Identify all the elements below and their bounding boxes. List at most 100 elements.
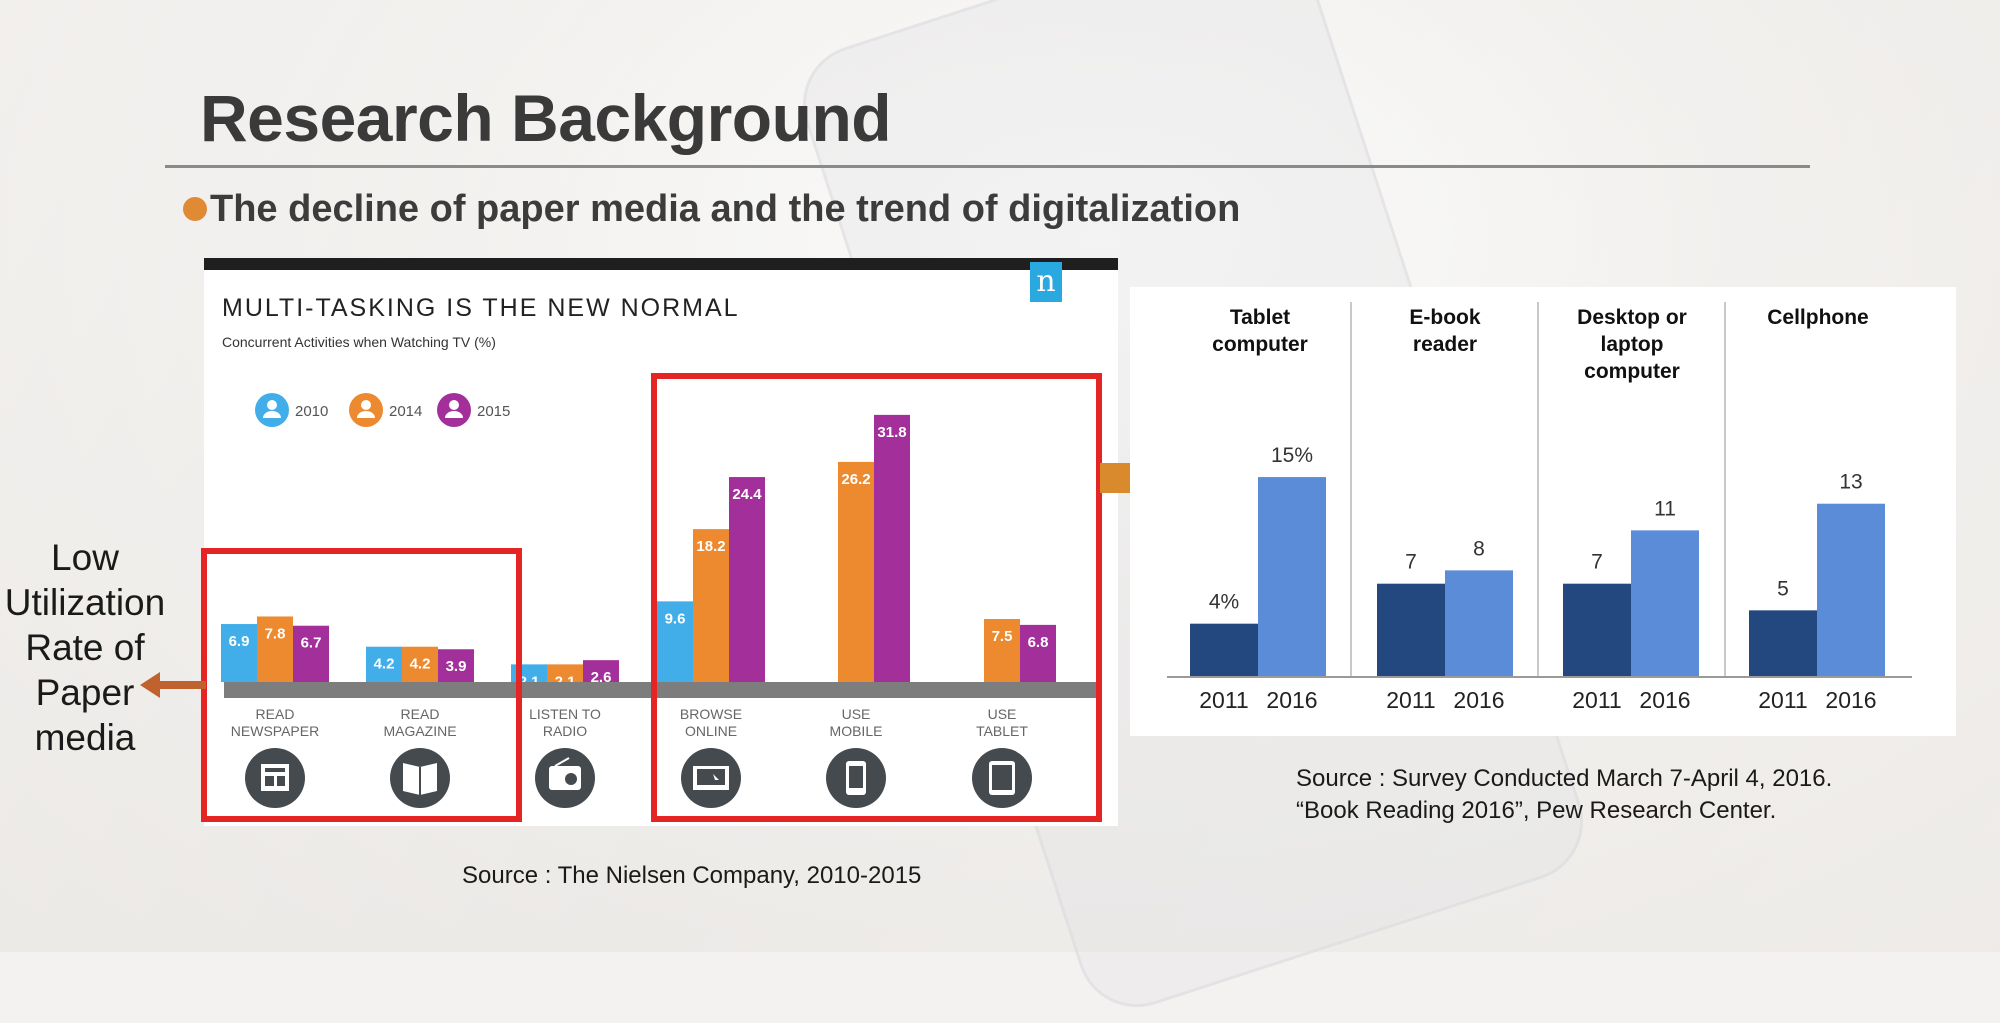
pew-chart-panel: Tablet computer 4% 15% 2011 2016 E-book reader 7…	[1130, 287, 1956, 736]
data-label: 6.8	[1028, 634, 1049, 651]
side-label-line: media	[34, 717, 136, 758]
data-label: 5	[1777, 577, 1789, 600]
person-body-icon	[263, 411, 281, 418]
chart-title: MULTI-TASKING IS THE NEW NORMAL	[222, 294, 740, 322]
x-tick-label: 2016	[1266, 687, 1317, 713]
data-label: 7	[1405, 551, 1417, 574]
bar	[1445, 570, 1513, 677]
magazine-page-left	[403, 763, 420, 795]
bar	[1020, 624, 1056, 682]
category-label: MOBILE	[830, 723, 883, 739]
x-tick-label: 2016	[1453, 687, 1504, 713]
legend-item: 2014	[349, 393, 422, 427]
person-head-icon	[267, 400, 277, 410]
data-label: 9.6	[665, 610, 686, 627]
category-label: TABLET	[976, 723, 1028, 739]
legend-label: 2015	[477, 403, 510, 420]
source-nielsen: Source : The Nielsen Company, 2010-2015	[462, 862, 922, 889]
newspaper-headline	[265, 768, 285, 772]
bar	[657, 601, 693, 682]
person-body-icon	[445, 411, 463, 418]
category-label: laptop	[1601, 333, 1664, 356]
category-label: NEWSPAPER	[231, 723, 319, 739]
category-label: LISTEN TO	[529, 706, 601, 722]
category-label: READ	[256, 706, 295, 722]
category-label: ONLINE	[685, 723, 737, 739]
data-label: 15%	[1271, 444, 1313, 467]
source-line: “Book Reading 2016”, Pew Research Center…	[1296, 797, 1777, 824]
slide-title: Research Background	[200, 81, 892, 155]
bar	[402, 646, 438, 682]
legend-label: 2014	[389, 403, 422, 420]
bar	[293, 625, 329, 682]
category-label: Cellphone	[1767, 306, 1869, 329]
legend-item: 2015	[437, 393, 510, 427]
bar	[729, 477, 765, 682]
category-label: READ	[401, 706, 440, 722]
data-label: 4.2	[410, 656, 431, 673]
data-label: 8	[1473, 537, 1485, 560]
slide-subtitle: The decline of paper media and the trend…	[210, 188, 1241, 230]
data-label: 4%	[1209, 591, 1239, 614]
left-arrow-icon	[140, 672, 206, 698]
data-label: 2.6	[591, 669, 612, 686]
bullet-icon	[183, 197, 207, 221]
radio-speaker	[565, 773, 577, 785]
laptop-icon	[681, 748, 741, 808]
person-head-icon	[449, 400, 459, 410]
chart-top-bar	[204, 258, 1118, 270]
data-label: 7.5	[992, 628, 1013, 645]
pew-bar-chart: Tablet computer 4% 15% 2011 2016 E-book reader 7…	[1167, 302, 1912, 713]
data-label: 4.2	[374, 656, 395, 673]
nielsen-chart-panel: n MULTI-TASKING IS THE NEW NORMAL Concur…	[204, 258, 1118, 826]
highlight-box-paper-media	[201, 548, 522, 822]
data-label: 6.9	[229, 633, 250, 650]
bar	[984, 619, 1020, 682]
x-tick-label: 2011	[1386, 687, 1435, 713]
x-tick-label: 2011	[1572, 687, 1621, 713]
magazine-page-right	[420, 763, 437, 795]
category-label: computer	[1584, 360, 1680, 383]
bar	[257, 616, 293, 682]
category-label: USE	[842, 706, 871, 722]
data-label: 6.7	[301, 635, 322, 652]
magazine-icon	[390, 748, 450, 808]
data-label: 7	[1591, 551, 1603, 574]
x-tick-label: 2016	[1639, 687, 1690, 713]
data-label: 7.8	[265, 625, 286, 642]
category-label: Tablet	[1230, 306, 1290, 329]
newspaper-column	[277, 776, 285, 786]
chart-subtitle: Concurrent Activities when Watching TV (…	[222, 334, 496, 350]
baseline-bar	[224, 682, 1098, 698]
category-label: MAGAZINE	[383, 723, 456, 739]
category-label: E-book	[1409, 306, 1480, 329]
bar	[693, 529, 729, 682]
x-tick-label: 2016	[1825, 687, 1876, 713]
data-label: 24.4	[732, 486, 762, 503]
bar	[366, 646, 402, 682]
side-label-line: Paper	[35, 672, 135, 713]
person-body-icon	[357, 411, 375, 418]
title-divider	[165, 165, 1810, 168]
data-label: 18.2	[696, 538, 725, 555]
newspaper-column	[265, 776, 274, 786]
mobile-phone-icon	[826, 748, 886, 808]
newspaper-icon	[245, 748, 305, 808]
data-label: 13	[1839, 471, 1862, 494]
source-line: Source : Survey Conducted March 7-April …	[1296, 765, 1833, 792]
bar	[583, 660, 619, 682]
phone-screen	[849, 766, 863, 788]
laptop-display	[697, 769, 725, 785]
bar	[1817, 503, 1885, 677]
category-label: Desktop or	[1577, 306, 1687, 329]
category-label: RADIO	[543, 723, 587, 739]
side-label-line: Rate of	[25, 627, 145, 668]
x-tick-label: 2011	[1199, 687, 1248, 713]
side-label-line: Low	[51, 537, 119, 578]
bar	[1749, 610, 1817, 677]
bar	[221, 624, 257, 682]
bar	[547, 664, 583, 682]
cursor-icon	[713, 774, 719, 780]
side-label-line: Utilization	[4, 582, 166, 623]
